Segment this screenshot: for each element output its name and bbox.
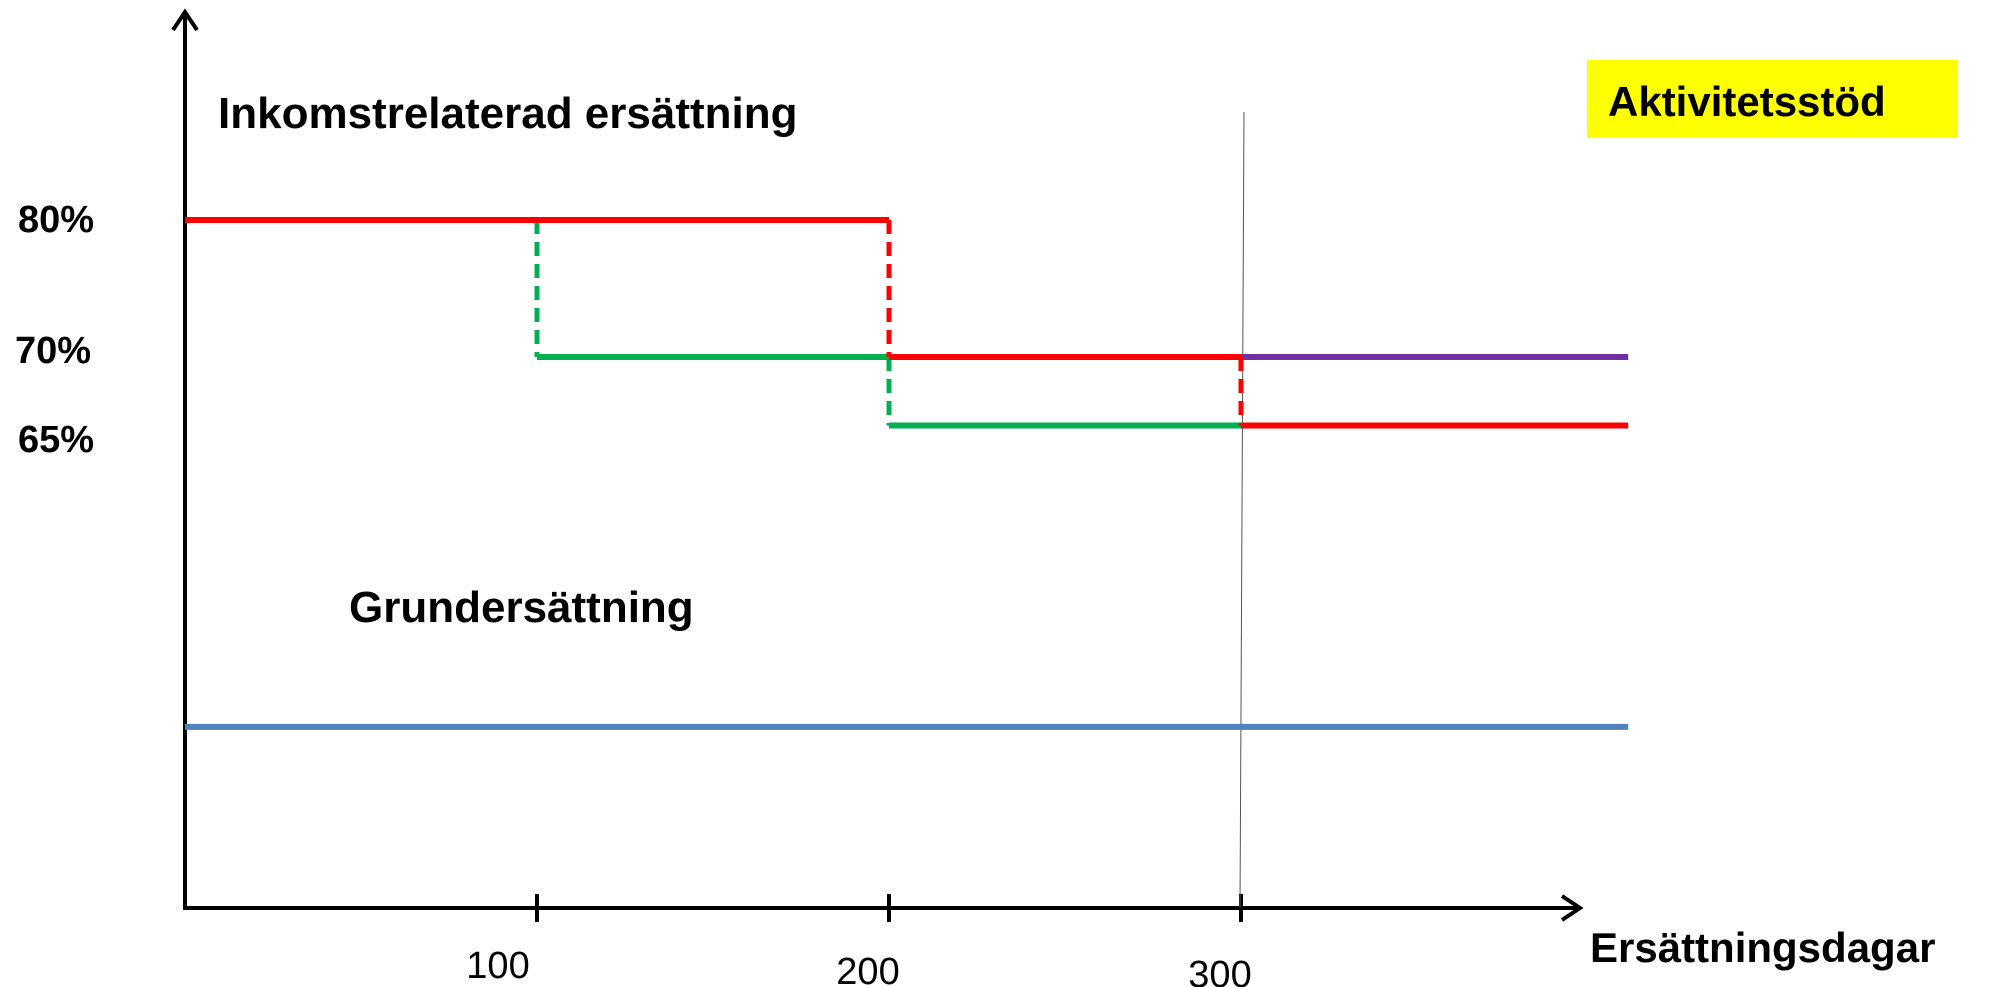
y-tick-label-70: 70% <box>15 330 91 372</box>
marker-line-300 <box>1239 111 1245 909</box>
series-layer <box>185 217 1629 730</box>
income-related-label: Inkomstrelaterad ersättning <box>218 89 798 138</box>
series-1 <box>534 220 1241 429</box>
activity-support-label: Aktivitetsstöd <box>1608 78 1886 125</box>
basic-compensation-label: Grundersättning <box>349 583 694 632</box>
y-tick-label-80: 80% <box>18 199 94 241</box>
x-tick-label-200: 200 <box>836 951 899 987</box>
x-tick-label-300: 300 <box>1188 954 1251 987</box>
x-axis-title: Ersättningsdagar <box>1590 924 1935 971</box>
y-tick-label-65: 65% <box>18 419 94 461</box>
x-tick-label-100: 100 <box>466 945 529 987</box>
x-axis-arrow <box>1560 894 1584 922</box>
x-ticks <box>535 894 1243 922</box>
y-axis-arrow <box>171 8 199 32</box>
activity-support-box <box>1587 60 1958 138</box>
axes <box>171 8 1584 922</box>
series-0 <box>185 217 1629 429</box>
